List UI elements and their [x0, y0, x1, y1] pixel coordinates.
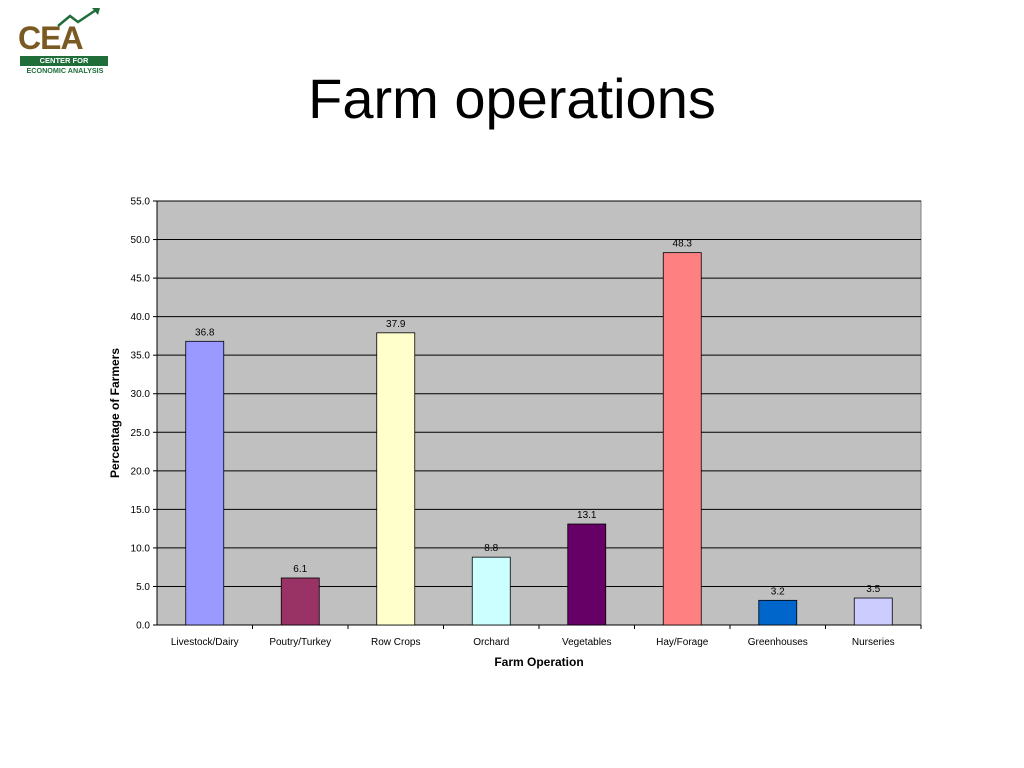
data-label: 37.9 — [386, 319, 406, 330]
slide-title: Farm operations — [308, 67, 716, 130]
y-tick-label: 55.0 — [131, 197, 151, 208]
logo-subtitle: ECONOMIC ANALYSIS — [26, 66, 104, 75]
data-label: 36.8 — [195, 327, 215, 338]
y-tick-label: 20.0 — [131, 466, 151, 477]
bar — [567, 523, 607, 626]
x-tick-label: Poutry/Turkey — [269, 637, 331, 648]
x-tick-label: Hay/Forage — [656, 637, 709, 648]
x-tick-label: Livestock/Dairy — [171, 637, 239, 648]
x-axis-title: Farm Operation — [494, 655, 583, 669]
logo-letters: CEA — [18, 20, 84, 56]
bar — [185, 340, 225, 626]
y-axis-title: Percentage of Farmers — [108, 348, 122, 478]
x-tick-label: Nurseries — [852, 637, 895, 648]
x-tick-label: Orchard — [473, 637, 509, 648]
bar — [758, 599, 798, 626]
y-tick-label: 15.0 — [131, 505, 151, 516]
data-label: 13.1 — [577, 510, 597, 521]
bar — [662, 252, 702, 626]
bar — [376, 332, 416, 626]
logo-arrow-icon — [57, 8, 100, 27]
x-tick-label: Vegetables — [562, 637, 612, 648]
x-tick-label: Greenhouses — [748, 637, 808, 648]
data-label: 3.5 — [866, 584, 880, 595]
y-tick-label: 40.0 — [131, 312, 151, 323]
data-label: 8.8 — [484, 543, 498, 554]
data-label: 3.2 — [771, 586, 785, 597]
y-tick-label: 0.0 — [136, 621, 150, 632]
y-tick-label: 30.0 — [131, 389, 151, 400]
bar — [280, 577, 320, 626]
bar — [471, 556, 511, 626]
data-label: 6.1 — [293, 564, 307, 575]
y-tick-label: 45.0 — [131, 274, 151, 285]
y-tick-label: 5.0 — [136, 582, 150, 593]
x-tick-label: Row Crops — [371, 637, 420, 648]
y-tick-label: 10.0 — [131, 543, 151, 554]
data-label: 48.3 — [673, 239, 693, 250]
y-tick-label: 25.0 — [131, 428, 151, 439]
bar — [853, 597, 893, 626]
plot-area — [156, 200, 922, 626]
y-tick-label: 35.0 — [131, 351, 151, 362]
cea-logo: CEA CENTER FOR ECONOMIC ANALYSIS — [16, 8, 112, 76]
logo-band: CENTER FOR — [20, 56, 108, 66]
y-tick-label: 50.0 — [131, 235, 151, 246]
